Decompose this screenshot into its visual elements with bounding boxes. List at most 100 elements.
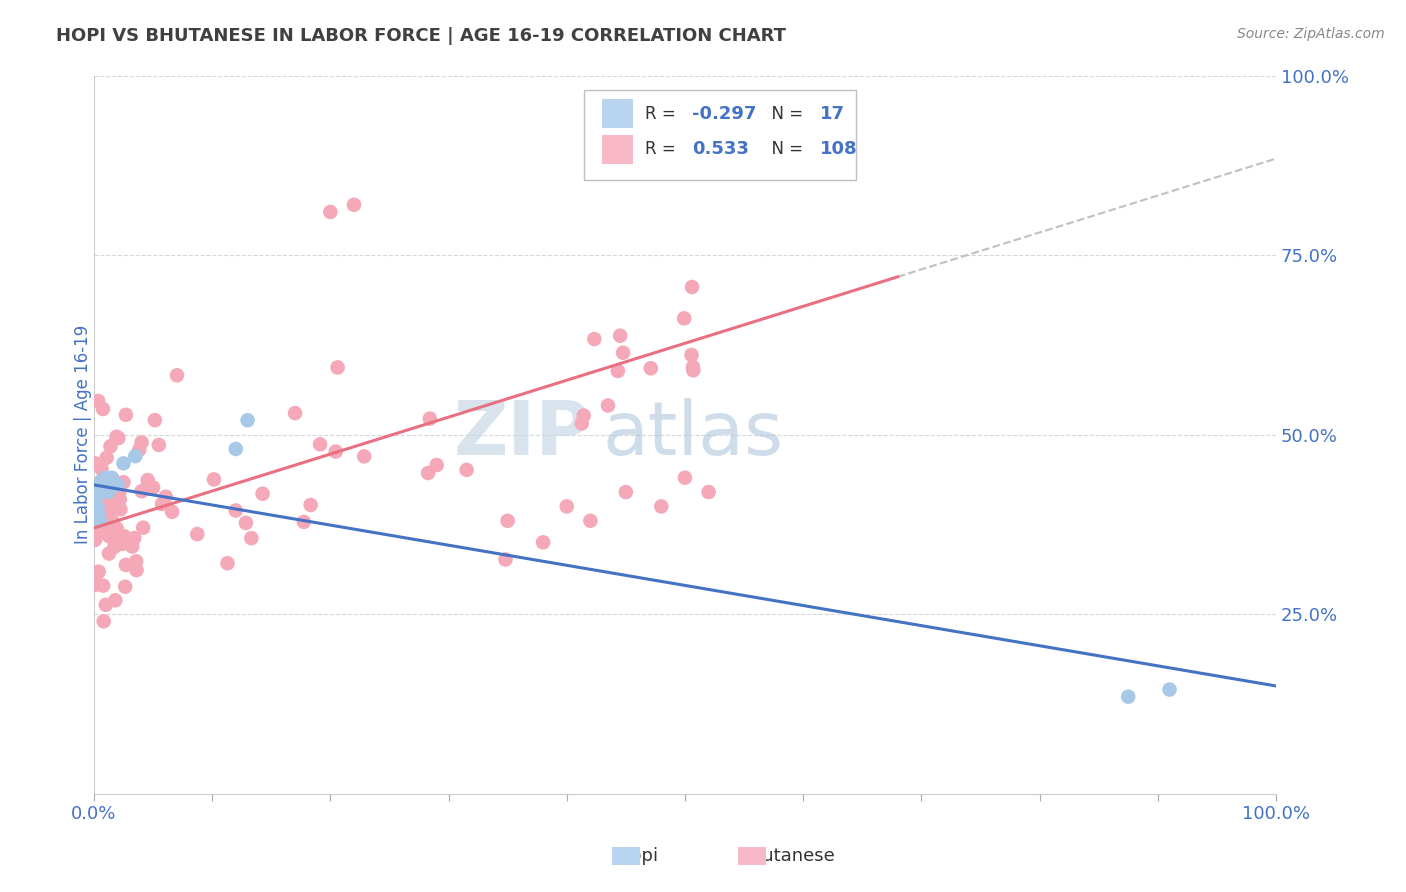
Text: R =: R = <box>645 104 681 122</box>
Y-axis label: In Labor Force | Age 16-19: In Labor Force | Age 16-19 <box>75 325 91 544</box>
Point <box>319 205 342 219</box>
Point <box>606 364 628 378</box>
Point <box>148 438 170 452</box>
FancyBboxPatch shape <box>585 90 856 179</box>
Point <box>107 531 129 545</box>
Text: Source: ZipAtlas.com: Source: ZipAtlas.com <box>1237 27 1385 41</box>
Point <box>225 503 247 517</box>
Text: 17: 17 <box>820 104 845 122</box>
Point <box>160 505 183 519</box>
Point <box>83 482 105 496</box>
Point <box>84 503 107 517</box>
Text: R =: R = <box>645 140 681 159</box>
FancyBboxPatch shape <box>602 99 633 128</box>
Point <box>673 471 696 485</box>
Point <box>108 484 131 499</box>
Point <box>596 399 619 413</box>
Point <box>284 406 307 420</box>
Point <box>1159 682 1181 697</box>
Point <box>531 535 554 549</box>
Point <box>495 552 517 566</box>
Point <box>202 473 225 487</box>
Point <box>84 489 107 503</box>
Point <box>87 507 110 521</box>
Point <box>86 500 108 514</box>
Point <box>572 409 595 423</box>
Point <box>97 485 120 500</box>
Point <box>240 531 263 545</box>
Point <box>96 519 118 533</box>
Point <box>94 598 117 612</box>
Point <box>571 417 593 431</box>
Point <box>125 554 148 568</box>
Text: atlas: atlas <box>602 398 783 471</box>
Point <box>143 413 166 427</box>
Point <box>84 457 107 471</box>
Point <box>236 413 259 427</box>
Text: -0.297: -0.297 <box>692 104 756 122</box>
Point <box>299 498 322 512</box>
Point <box>150 497 173 511</box>
Point <box>235 516 257 530</box>
Point <box>107 478 129 492</box>
Point <box>697 485 720 500</box>
Point <box>681 280 703 294</box>
Point <box>86 523 108 537</box>
Point <box>612 345 634 359</box>
Point <box>84 533 107 547</box>
Point <box>579 514 602 528</box>
Point <box>325 444 347 458</box>
Point <box>108 492 131 507</box>
Point <box>343 198 366 212</box>
Point <box>105 522 128 536</box>
Point <box>87 394 110 409</box>
Point <box>252 487 274 501</box>
Point <box>89 487 111 501</box>
Point <box>186 527 208 541</box>
Point <box>112 456 135 470</box>
Point <box>90 475 112 489</box>
Point <box>103 540 125 554</box>
Point <box>91 494 114 508</box>
Point <box>104 593 127 607</box>
Point <box>673 311 696 326</box>
Point <box>640 361 662 376</box>
Point <box>124 531 146 545</box>
Point <box>96 498 118 512</box>
Point <box>86 488 108 502</box>
Point <box>309 437 332 451</box>
Point <box>84 531 107 545</box>
Point <box>115 558 138 572</box>
Point <box>128 442 150 457</box>
Point <box>110 502 132 516</box>
Text: N =: N = <box>761 140 808 159</box>
Point <box>93 478 115 492</box>
Point <box>97 547 120 561</box>
Point <box>84 502 107 516</box>
Point <box>93 615 115 629</box>
Point <box>353 450 375 464</box>
Point <box>681 348 703 362</box>
Point <box>91 401 114 416</box>
Point <box>682 363 704 377</box>
Point <box>112 475 135 490</box>
Point <box>456 463 478 477</box>
Point <box>105 430 128 444</box>
Point <box>609 328 631 343</box>
Text: Hopi              Bhutanese: Hopi Bhutanese <box>571 847 835 865</box>
Point <box>97 508 120 522</box>
Point <box>124 449 146 463</box>
Point <box>101 475 124 489</box>
Point <box>155 490 177 504</box>
Point <box>89 517 111 532</box>
Point <box>100 471 122 485</box>
Point <box>103 478 125 492</box>
Point <box>115 408 138 422</box>
Point <box>217 556 239 570</box>
Point <box>682 359 704 374</box>
Point <box>86 566 108 580</box>
Point <box>96 450 118 465</box>
Text: N =: N = <box>761 104 808 122</box>
Point <box>91 578 114 592</box>
Text: 0.533: 0.533 <box>692 140 749 159</box>
